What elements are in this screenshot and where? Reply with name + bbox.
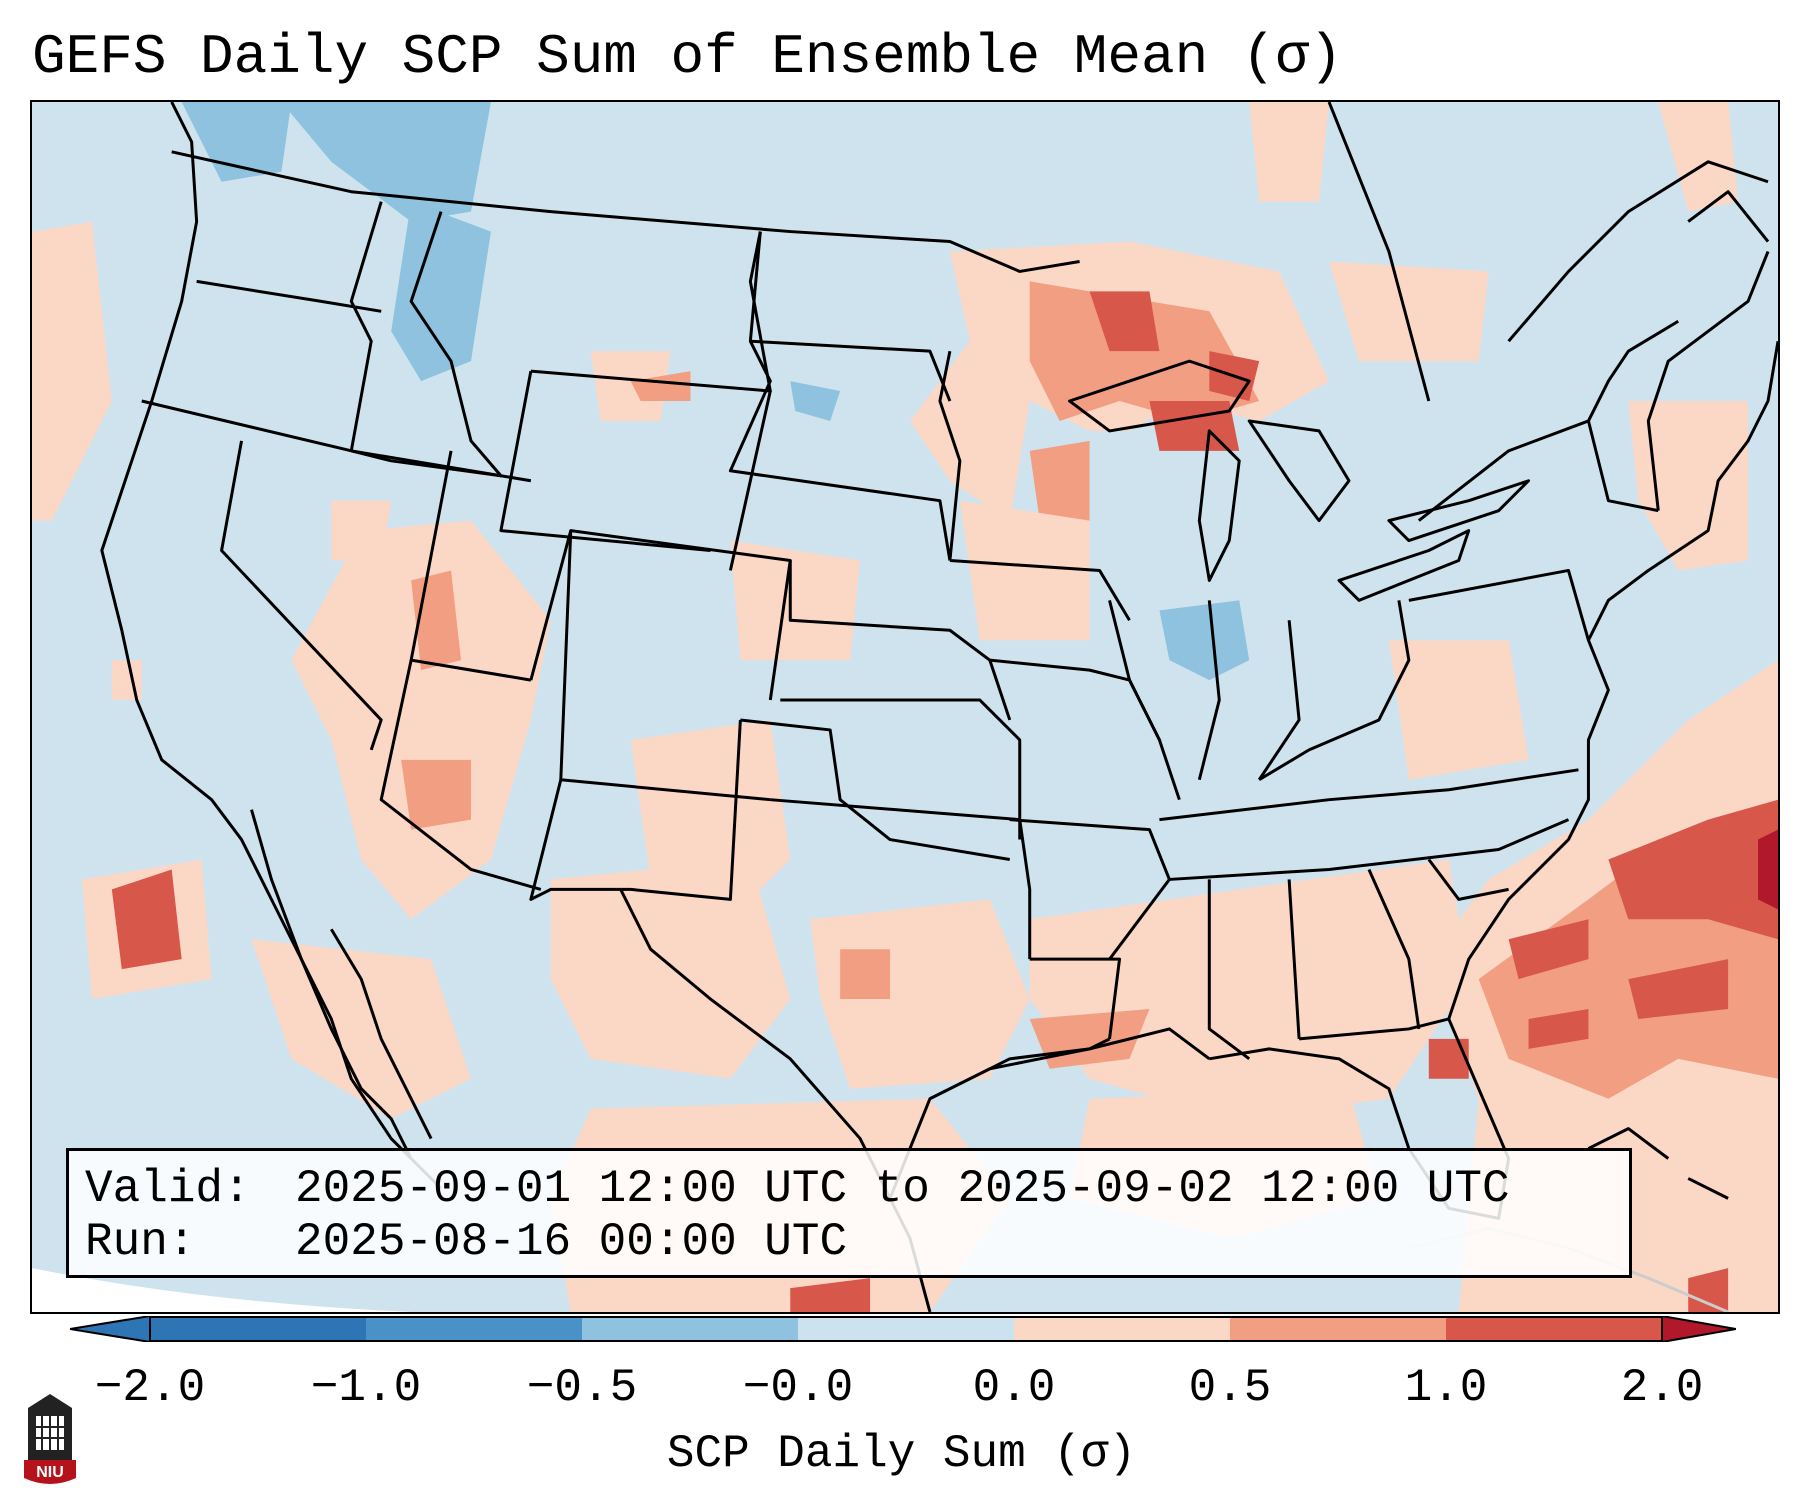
- valid-run-info-box: Valid: 2025-09-01 12:00 UTC to 2025-09-0…: [66, 1148, 1632, 1278]
- colorbar-tick-label: −1.0: [310, 1362, 422, 1414]
- colorbar-segment-0: [150, 1316, 366, 1342]
- colorbar-segment-2: [582, 1316, 798, 1342]
- run-row: Run: 2025-08-16 00:00 UTC: [85, 1216, 1613, 1269]
- projection-edge: [32, 1268, 731, 1312]
- colorbar-segment-4: [1014, 1316, 1230, 1342]
- university-tower-icon: NIU: [24, 1394, 76, 1484]
- map-canvas: [32, 102, 1778, 1312]
- colorbar-segment-3: [798, 1316, 1014, 1342]
- run-label: Run:: [85, 1216, 196, 1268]
- map-panel: [30, 100, 1780, 1314]
- colorbar-tick-label: 0.0: [972, 1362, 1056, 1414]
- colorbar-extend-high: [1661, 1316, 1736, 1342]
- logo-text: NIU: [36, 1464, 64, 1481]
- colorbar-tick-label: 2.0: [1620, 1362, 1704, 1414]
- colorbar-segment-6: [1446, 1316, 1662, 1342]
- colorbar-segment-5: [1230, 1316, 1446, 1342]
- colorbar-tick-label: 0.5: [1188, 1362, 1272, 1414]
- colorbar-extend-low: [70, 1316, 151, 1342]
- colorbar-tick-label: −2.0: [94, 1362, 206, 1414]
- valid-value: 2025-09-01 12:00 UTC to 2025-09-02 12:00…: [295, 1163, 1510, 1215]
- colorbar-segment-1: [366, 1316, 582, 1342]
- valid-label: Valid:: [85, 1163, 251, 1215]
- run-value: 2025-08-16 00:00 UTC: [295, 1216, 848, 1268]
- colorbar-label: SCP Daily Sum (σ): [666, 1428, 1137, 1480]
- colorbar: [70, 1316, 1736, 1342]
- valid-row: Valid: 2025-09-01 12:00 UTC to 2025-09-0…: [85, 1163, 1613, 1216]
- colorbar-tick-label: −0.0: [742, 1362, 854, 1414]
- colorbar-tick-label: −0.5: [526, 1362, 638, 1414]
- chart-title: GEFS Daily SCP Sum of Ensemble Mean (σ): [32, 25, 1343, 89]
- colorbar-tick-label: 1.0: [1404, 1362, 1488, 1414]
